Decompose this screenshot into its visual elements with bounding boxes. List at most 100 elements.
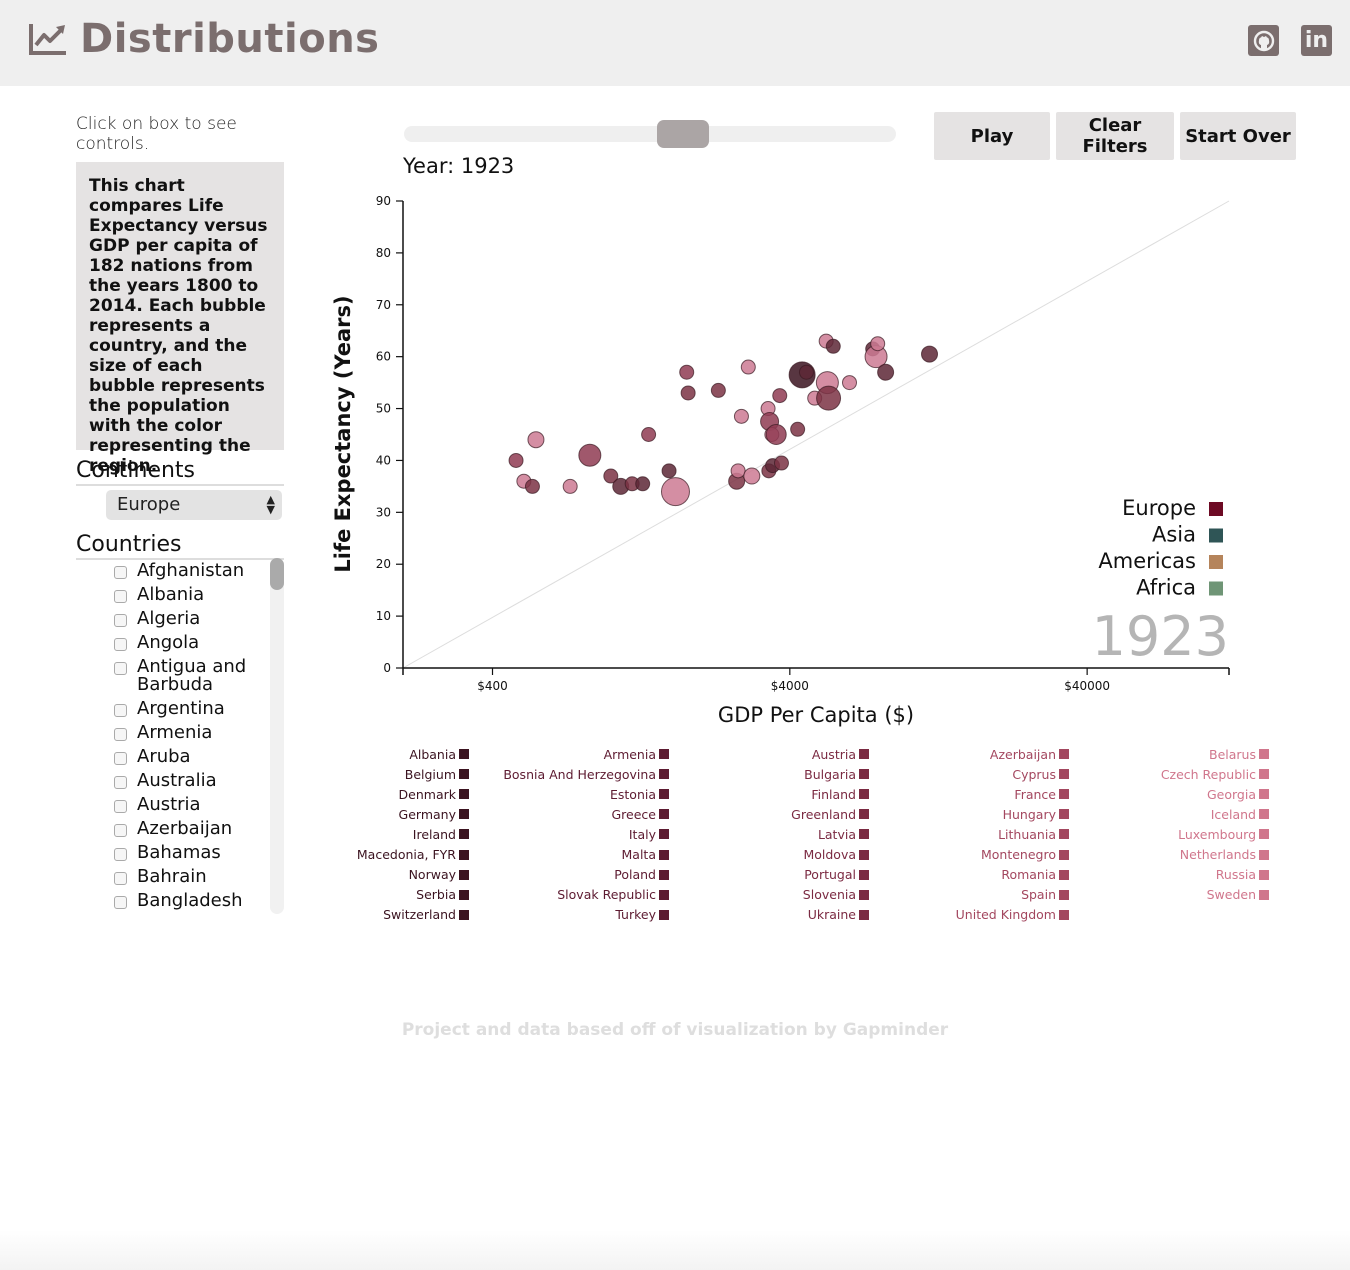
country-legend-item[interactable]: Norway <box>269 867 469 883</box>
country-item[interactable]: Bangladesh <box>76 892 284 910</box>
country-legend-item[interactable]: Spain <box>869 887 1069 903</box>
country-legend-item[interactable]: Lithuania <box>869 826 1069 842</box>
country-legend-item[interactable]: Hungary <box>869 806 1069 822</box>
country-legend-item[interactable]: Bulgaria <box>669 766 869 782</box>
linkedin-link[interactable]: in <box>1301 25 1332 56</box>
country-bubble[interactable] <box>661 463 677 479</box>
country-legend-item[interactable]: Montenegro <box>869 847 1069 863</box>
country-bubble[interactable] <box>816 385 842 411</box>
country-bubble[interactable] <box>679 364 695 380</box>
country-bubble[interactable] <box>680 385 696 401</box>
country-item[interactable]: Antigua and Barbuda <box>76 658 284 694</box>
country-legend-item[interactable]: Italy <box>469 826 669 842</box>
country-legend-item[interactable]: Denmark <box>269 786 469 802</box>
country-legend-item[interactable]: United Kingdom <box>869 907 1069 923</box>
country-item[interactable]: Angola <box>76 634 284 652</box>
country-legend-item[interactable]: Poland <box>469 867 669 883</box>
year-slider[interactable] <box>404 126 896 142</box>
country-legend-item[interactable]: Georgia <box>1069 786 1269 802</box>
country-bubble[interactable] <box>921 345 939 363</box>
country-bubble[interactable] <box>740 359 756 375</box>
country-list-scrollbar[interactable] <box>270 558 284 914</box>
country-item[interactable]: Bahamas <box>76 844 284 862</box>
country-legend-item[interactable]: Albania <box>269 746 469 762</box>
country-bubble[interactable] <box>562 478 578 494</box>
country-item[interactable]: Austria <box>76 796 284 814</box>
country-bubble[interactable] <box>527 431 545 449</box>
country-legend-item[interactable]: Greece <box>469 806 669 822</box>
country-legend-item[interactable]: Finland <box>669 786 869 802</box>
country-bubble[interactable] <box>772 388 788 404</box>
country-legend-item[interactable]: Slovenia <box>669 887 869 903</box>
country-checkbox[interactable] <box>114 638 127 651</box>
country-bubble[interactable] <box>524 478 540 494</box>
country-checkbox[interactable] <box>114 776 127 789</box>
country-bubble[interactable] <box>743 467 761 485</box>
country-checkbox[interactable] <box>114 590 127 603</box>
country-legend-item[interactable]: Serbia <box>269 887 469 903</box>
year-slider-handle[interactable] <box>656 120 709 148</box>
country-list-scroll-thumb[interactable] <box>270 558 284 590</box>
country-legend-item[interactable]: Latvia <box>669 826 869 842</box>
country-legend-item[interactable]: Germany <box>269 806 469 822</box>
clear-filters-button[interactable]: Clear Filters <box>1056 112 1174 160</box>
country-bubble[interactable] <box>790 421 806 437</box>
country-bubble[interactable] <box>603 468 619 484</box>
country-item[interactable]: Algeria <box>76 610 284 628</box>
country-checkbox[interactable] <box>114 872 127 885</box>
country-legend-item[interactable]: Azerbaijan <box>869 746 1069 762</box>
region-legend-swatch[interactable] <box>1209 555 1223 569</box>
country-bubble[interactable] <box>798 364 814 380</box>
country-legend-item[interactable]: Belarus <box>1069 746 1269 762</box>
country-legend-item[interactable]: Greenland <box>669 806 869 822</box>
country-bubble[interactable] <box>641 427 657 442</box>
country-checkbox[interactable] <box>114 824 127 837</box>
country-bubble[interactable] <box>730 463 746 479</box>
country-checkbox[interactable] <box>114 848 127 861</box>
region-legend-swatch[interactable] <box>1209 581 1223 596</box>
continent-select[interactable]: Europe ▲ ▼ <box>106 490 282 520</box>
country-bubble[interactable] <box>773 455 789 471</box>
start-over-button[interactable]: Start Over <box>1180 112 1296 160</box>
region-legend-swatch[interactable] <box>1209 528 1223 543</box>
country-legend-item[interactable]: Sweden <box>1069 887 1269 903</box>
country-item[interactable]: Australia <box>76 772 284 790</box>
country-bubble[interactable] <box>870 336 886 352</box>
country-item[interactable]: Argentina <box>76 700 284 718</box>
country-bubble[interactable] <box>765 424 787 445</box>
country-bubble[interactable] <box>660 477 690 507</box>
country-checkbox[interactable] <box>114 566 127 579</box>
country-item[interactable]: Aruba <box>76 748 284 766</box>
country-legend-item[interactable]: Ireland <box>269 826 469 842</box>
country-checkbox[interactable] <box>114 728 127 741</box>
region-legend-swatch[interactable] <box>1209 502 1223 516</box>
country-bubble[interactable] <box>635 476 651 492</box>
country-legend-item[interactable]: Russia <box>1069 867 1269 883</box>
country-bubble[interactable] <box>710 382 726 398</box>
country-bubble[interactable] <box>877 363 895 381</box>
country-bubble[interactable] <box>733 408 749 424</box>
country-legend-item[interactable]: Iceland <box>1069 806 1269 822</box>
chart-description[interactable]: This chart compares Life Expectancy vers… <box>76 162 284 476</box>
country-checkbox[interactable] <box>114 896 127 909</box>
github-link[interactable] <box>1248 25 1279 56</box>
country-legend-item[interactable]: Switzerland <box>269 907 469 923</box>
brand[interactable]: Distributions <box>28 16 380 62</box>
country-legend-item[interactable]: Luxembourg <box>1069 826 1269 842</box>
country-item[interactable]: Afghanistan <box>76 562 284 580</box>
country-checkbox[interactable] <box>114 752 127 765</box>
country-legend-item[interactable]: Moldova <box>669 847 869 863</box>
country-legend-item[interactable]: Netherlands <box>1069 847 1269 863</box>
country-checkbox[interactable] <box>114 614 127 627</box>
country-bubble[interactable] <box>825 338 841 354</box>
country-checkbox[interactable] <box>114 662 127 675</box>
country-item[interactable]: Armenia <box>76 724 284 742</box>
country-legend-item[interactable]: Malta <box>469 847 669 863</box>
country-bubble[interactable] <box>508 452 524 468</box>
country-legend-item[interactable]: Turkey <box>469 907 669 923</box>
country-checkbox[interactable] <box>114 800 127 813</box>
country-legend-item[interactable]: Portugal <box>669 867 869 883</box>
country-list[interactable]: Afghanistan Albania Algeria Angola Antigua a… <box>76 562 284 914</box>
country-legend-item[interactable]: Romania <box>869 867 1069 883</box>
country-bubble[interactable] <box>578 443 602 467</box>
